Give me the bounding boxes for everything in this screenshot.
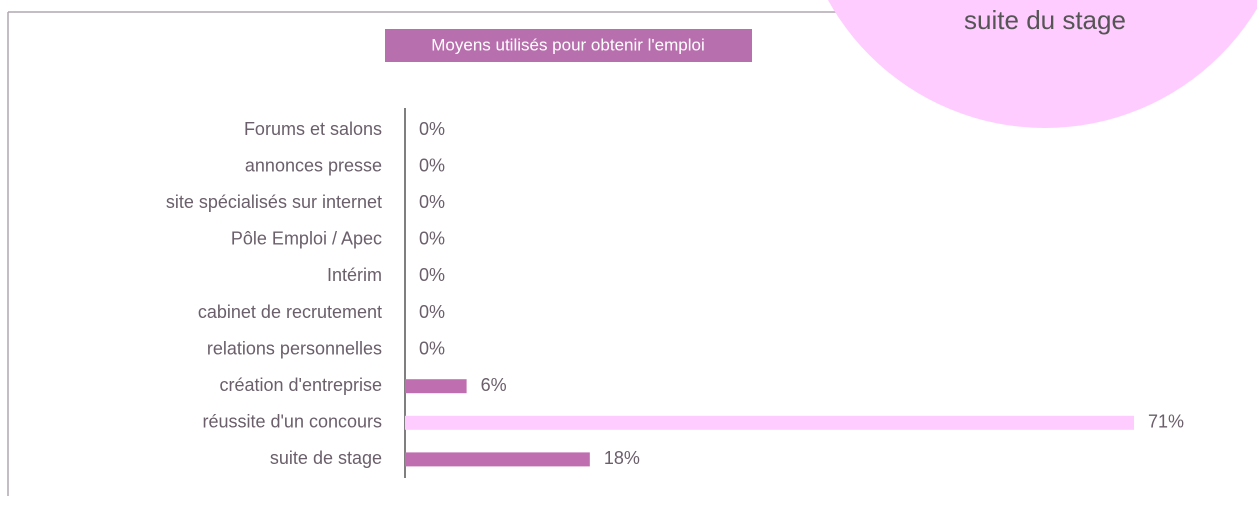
value-label: 0% bbox=[419, 119, 445, 139]
badge-text: suite du stage bbox=[964, 5, 1126, 35]
category-label: Pôle Emploi / Apec bbox=[231, 229, 382, 249]
value-label: 0% bbox=[419, 192, 445, 212]
bar bbox=[405, 452, 590, 467]
category-label: suite de stage bbox=[270, 448, 382, 468]
title-box bbox=[385, 29, 752, 62]
category-label: cabinet de recrutement bbox=[198, 302, 382, 322]
category-label: création d'entreprise bbox=[219, 375, 382, 395]
value-label: 0% bbox=[419, 155, 445, 175]
value-label: 6% bbox=[481, 375, 507, 395]
category-label: relations personnelles bbox=[207, 338, 382, 358]
chart-title: Moyens utilisés pour obtenir l'emploi bbox=[431, 35, 705, 54]
category-label: site spécialisés sur internet bbox=[166, 192, 382, 212]
value-label: 18% bbox=[604, 448, 640, 468]
bar bbox=[405, 379, 467, 394]
badge-circle bbox=[828, 0, 1257, 128]
value-label: 71% bbox=[1148, 412, 1184, 432]
category-label: Intérim bbox=[327, 265, 382, 285]
value-label: 0% bbox=[419, 229, 445, 249]
category-label: Forums et salons bbox=[244, 119, 382, 139]
value-label: 0% bbox=[419, 265, 445, 285]
value-label: 0% bbox=[419, 302, 445, 322]
category-label: réussite d'un concours bbox=[202, 412, 382, 432]
category-label: annonces presse bbox=[245, 155, 382, 175]
bar bbox=[405, 415, 1134, 430]
value-label: 0% bbox=[419, 338, 445, 358]
